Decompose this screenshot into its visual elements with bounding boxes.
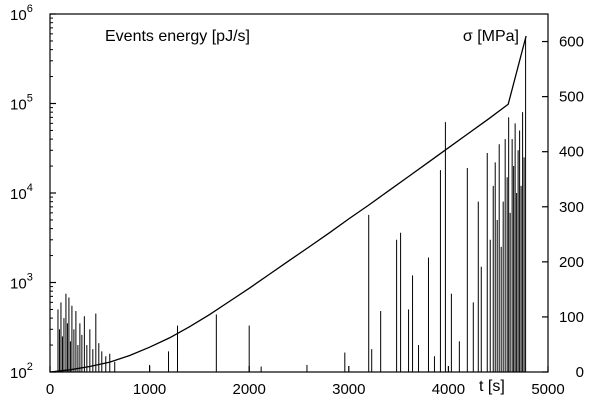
y-left-tick-label: 103 — [10, 272, 33, 293]
y-left-axis-ticks: 102 103 104 105 106 — [10, 3, 56, 382]
y-right-tick-label: 400 — [559, 144, 584, 161]
events-energy-spikes — [57, 37, 527, 372]
events-energy-label: Events energy [pJ/s] — [105, 28, 250, 45]
x-tick-label: 1000 — [133, 381, 166, 398]
x-tick-label: 5000 — [531, 381, 564, 398]
y-left-tick-label: 106 — [10, 3, 33, 24]
x-axis-title: t [s] — [479, 378, 505, 395]
x-tick-label: 4000 — [432, 381, 465, 398]
x-tick-label: 2000 — [233, 381, 266, 398]
y-right-tick-label: 500 — [559, 89, 584, 106]
x-tick-label: 3000 — [332, 381, 365, 398]
plot-frame — [49, 13, 549, 373]
y-right-tick-label: 200 — [559, 254, 584, 271]
y-right-tick-label: 100 — [559, 309, 584, 326]
y-right-tick-label: 600 — [559, 34, 584, 51]
y-right-tick-label: 0 — [576, 364, 584, 381]
y-left-tick-label: 105 — [10, 93, 33, 114]
stress-curve — [49, 35, 527, 373]
y-left-tick-label: 102 — [10, 361, 33, 382]
x-tick-label: 0 — [46, 381, 54, 398]
y-left-tick-label: 104 — [10, 182, 33, 203]
y-right-axis-ticks: 0 100 200 300 400 500 600 — [542, 34, 584, 381]
y-right-tick-label: 300 — [559, 199, 584, 216]
stress-label: σ [MPa] — [463, 28, 519, 45]
